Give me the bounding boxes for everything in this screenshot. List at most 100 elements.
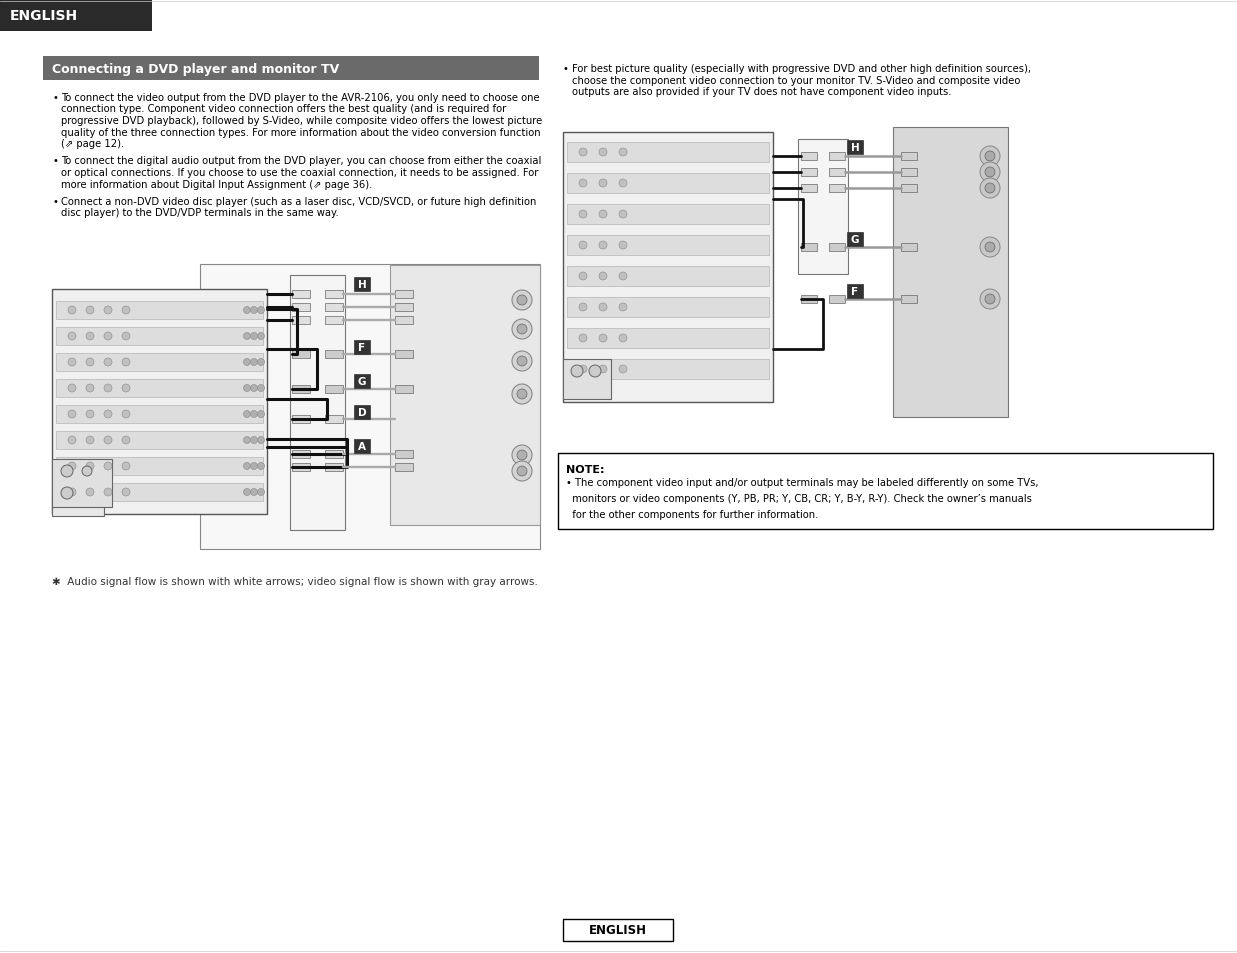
Bar bbox=[56, 432, 263, 450]
Bar bbox=[567, 329, 769, 349]
Circle shape bbox=[244, 463, 251, 470]
Circle shape bbox=[61, 488, 73, 499]
Text: ENGLISH: ENGLISH bbox=[10, 9, 78, 23]
Bar bbox=[354, 340, 370, 355]
Text: •: • bbox=[563, 64, 569, 74]
Text: H: H bbox=[851, 143, 860, 152]
Circle shape bbox=[517, 295, 527, 306]
Circle shape bbox=[589, 366, 601, 377]
Circle shape bbox=[244, 385, 251, 392]
Text: connection type. Component video connection offers the best quality (and is requ: connection type. Component video connect… bbox=[61, 105, 506, 114]
Text: G: G bbox=[357, 376, 366, 387]
Circle shape bbox=[517, 356, 527, 367]
Circle shape bbox=[257, 411, 265, 418]
Bar bbox=[292, 386, 310, 394]
Circle shape bbox=[517, 467, 527, 476]
Bar bbox=[567, 235, 769, 255]
Circle shape bbox=[579, 335, 588, 343]
Circle shape bbox=[104, 436, 113, 444]
Circle shape bbox=[251, 437, 257, 444]
Circle shape bbox=[257, 437, 265, 444]
Text: H: H bbox=[357, 280, 366, 290]
Circle shape bbox=[599, 366, 607, 374]
Circle shape bbox=[512, 319, 532, 339]
Text: monitors or video components (Y, PB, PR; Y, CB, CR; Y, B-Y, R-Y). Check the owne: monitors or video components (Y, PB, PR;… bbox=[567, 494, 1032, 503]
Bar bbox=[325, 351, 343, 358]
Bar bbox=[56, 328, 263, 346]
Circle shape bbox=[87, 307, 94, 314]
Circle shape bbox=[618, 149, 627, 157]
Bar bbox=[354, 406, 370, 419]
Circle shape bbox=[122, 436, 130, 444]
Bar bbox=[325, 416, 343, 423]
Circle shape bbox=[571, 366, 583, 377]
Bar bbox=[354, 439, 370, 454]
Bar bbox=[847, 285, 863, 298]
Text: for the other components for further information.: for the other components for further inf… bbox=[567, 510, 819, 519]
Bar bbox=[390, 266, 541, 525]
Text: •: • bbox=[52, 196, 58, 207]
Bar bbox=[292, 316, 310, 325]
Circle shape bbox=[244, 437, 251, 444]
Circle shape bbox=[579, 180, 588, 188]
Bar bbox=[901, 185, 917, 193]
Text: Connect a non-DVD video disc player (such as a laser disc, VCD/SVCD, or future h: Connect a non-DVD video disc player (suc… bbox=[61, 196, 537, 207]
Circle shape bbox=[104, 489, 113, 497]
Circle shape bbox=[512, 291, 532, 311]
Bar bbox=[292, 351, 310, 358]
Circle shape bbox=[68, 436, 75, 444]
Circle shape bbox=[104, 462, 113, 471]
Text: To connect the digital audio output from the DVD player, you can choose from eit: To connect the digital audio output from… bbox=[61, 156, 542, 167]
Bar bbox=[901, 152, 917, 161]
Bar bbox=[567, 297, 769, 317]
Text: (⇗ page 12).: (⇗ page 12). bbox=[61, 139, 124, 149]
Bar bbox=[567, 267, 769, 287]
Bar bbox=[292, 416, 310, 423]
Bar bbox=[325, 304, 343, 312]
Circle shape bbox=[251, 334, 257, 340]
Bar bbox=[292, 463, 310, 472]
Text: To connect the video output from the DVD player to the AVR-2106, you only need t: To connect the video output from the DVD… bbox=[61, 92, 539, 103]
Text: Connecting a DVD player and monitor TV: Connecting a DVD player and monitor TV bbox=[52, 63, 339, 75]
Bar bbox=[901, 169, 917, 177]
Circle shape bbox=[61, 465, 73, 477]
Circle shape bbox=[104, 411, 113, 418]
Text: •: • bbox=[52, 156, 58, 167]
Circle shape bbox=[579, 242, 588, 250]
Circle shape bbox=[68, 333, 75, 340]
Circle shape bbox=[599, 273, 607, 281]
Circle shape bbox=[599, 211, 607, 219]
Circle shape bbox=[512, 385, 532, 405]
Circle shape bbox=[579, 273, 588, 281]
Circle shape bbox=[87, 489, 94, 497]
Circle shape bbox=[68, 411, 75, 418]
Circle shape bbox=[251, 385, 257, 392]
Bar bbox=[901, 295, 917, 304]
Bar bbox=[829, 152, 845, 161]
Circle shape bbox=[244, 489, 251, 496]
Circle shape bbox=[980, 147, 999, 167]
Circle shape bbox=[985, 294, 995, 305]
Bar bbox=[292, 304, 310, 312]
Circle shape bbox=[618, 211, 627, 219]
Circle shape bbox=[87, 333, 94, 340]
Circle shape bbox=[980, 163, 999, 183]
Bar bbox=[395, 316, 413, 325]
Bar bbox=[56, 406, 263, 423]
Bar bbox=[56, 379, 263, 397]
Text: disc player) to the DVD/VDP terminals in the same way.: disc player) to the DVD/VDP terminals in… bbox=[61, 209, 339, 218]
Bar bbox=[802, 295, 816, 304]
Circle shape bbox=[257, 307, 265, 314]
Circle shape bbox=[122, 333, 130, 340]
Circle shape bbox=[599, 180, 607, 188]
Circle shape bbox=[618, 273, 627, 281]
Bar bbox=[563, 132, 773, 402]
Bar bbox=[325, 316, 343, 325]
Bar bbox=[325, 451, 343, 458]
Circle shape bbox=[68, 358, 75, 367]
Circle shape bbox=[251, 489, 257, 496]
Text: choose the component video connection to your monitor TV. S-Video and composite : choose the component video connection to… bbox=[571, 75, 1021, 86]
Text: quality of the three connection types. For more information about the video conv: quality of the three connection types. F… bbox=[61, 128, 541, 137]
Bar bbox=[395, 463, 413, 472]
Bar bbox=[325, 463, 343, 472]
